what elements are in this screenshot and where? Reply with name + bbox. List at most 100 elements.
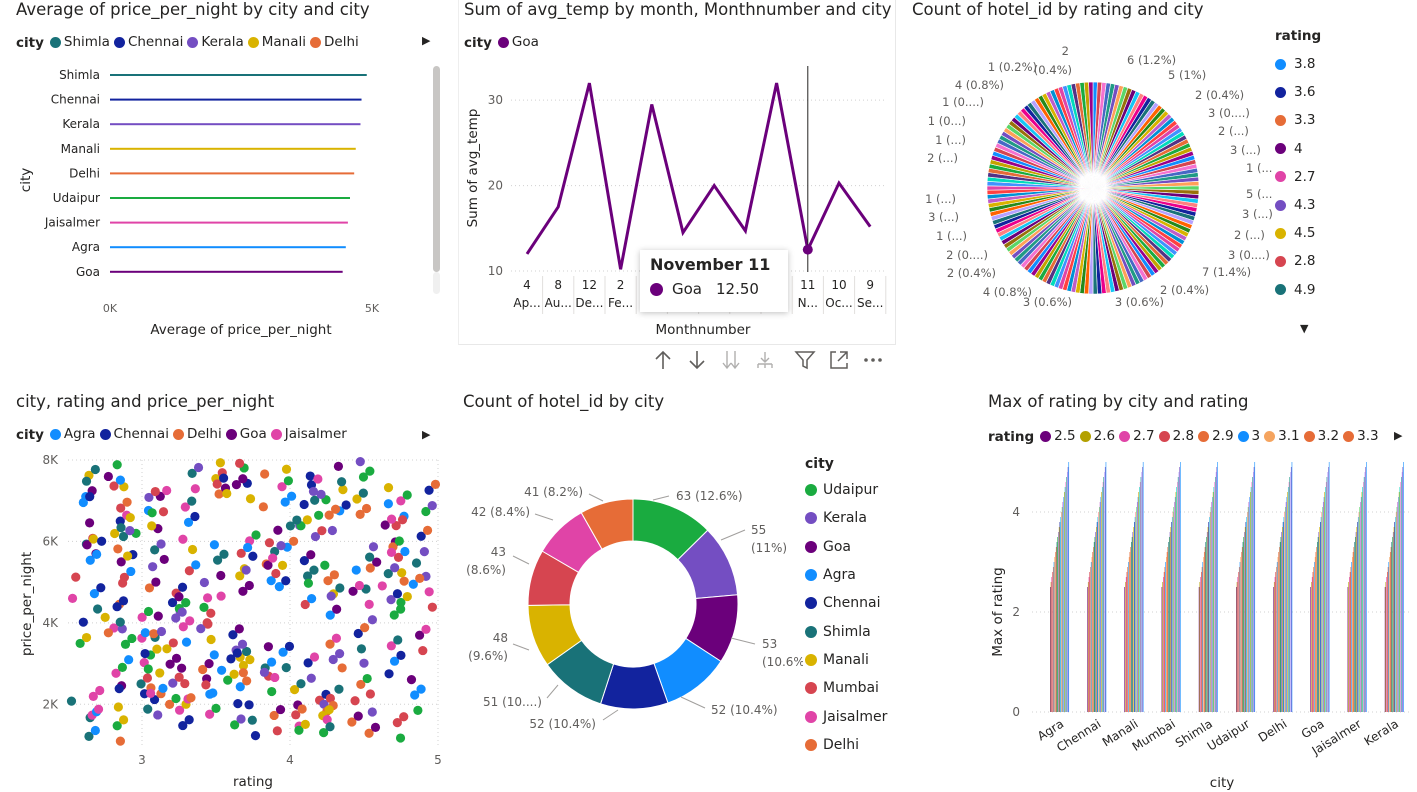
chart2-panel[interactable]: Sum of avg_temp by month, Monthnumber an… xyxy=(458,0,896,345)
chart6-bar xyxy=(1290,472,1291,712)
expand-hierarchy-icon[interactable] xyxy=(750,346,780,374)
chart4-point xyxy=(335,583,345,593)
chart4-point xyxy=(273,525,283,535)
chart5-legend-dot xyxy=(805,682,817,695)
chart2-legend-item[interactable]: Goa xyxy=(497,34,539,50)
chart4-point xyxy=(266,576,276,586)
chart6-bar xyxy=(1285,502,1287,712)
chart4-legend-item[interactable]: Delhi xyxy=(172,426,222,442)
chart5-legend-item[interactable]: Mumbai xyxy=(805,674,887,702)
chart4-point xyxy=(78,617,88,627)
chart1-category-label: Chennai xyxy=(51,93,100,107)
chart6-bar xyxy=(1131,542,1132,712)
chart6-legend-item[interactable]: 3.1 xyxy=(1264,428,1300,444)
drill-down-icon[interactable] xyxy=(682,346,712,374)
chart1-bar xyxy=(110,246,346,249)
chart4-legend-next-icon[interactable]: ▶ xyxy=(422,428,431,441)
chart3-legend-item[interactable]: 3.3 xyxy=(1275,106,1321,134)
chart4-point xyxy=(81,476,92,486)
chart5-legend-item[interactable]: Agra xyxy=(805,561,887,589)
chart4-point xyxy=(236,548,246,558)
chart4-point xyxy=(351,565,361,575)
chart6-bar xyxy=(1247,507,1249,712)
chart3-legend-item[interactable]: 4 xyxy=(1275,135,1321,163)
chart4-point xyxy=(347,717,357,727)
chart4-point xyxy=(281,663,291,673)
chart6-legend-item[interactable]: 2.6 xyxy=(1079,428,1115,444)
chart4-point xyxy=(93,704,104,714)
chart6-legend-item[interactable]: 2.5 xyxy=(1040,428,1076,444)
chart5-data-label: 63 (12.6%) xyxy=(676,489,743,503)
chart4-point xyxy=(148,562,158,572)
chart4-point xyxy=(241,646,252,657)
chart6-legend-item[interactable]: 2.7 xyxy=(1119,428,1155,444)
focus-mode-icon[interactable] xyxy=(824,346,854,374)
chart3-legend-item[interactable]: 4.5 xyxy=(1275,219,1321,247)
chart1-legend-item[interactable]: Kerala xyxy=(187,34,244,50)
chart5-legend-item[interactable]: Delhi xyxy=(805,731,887,759)
chart6-bar xyxy=(1201,572,1202,712)
chart4-legend-item[interactable]: Chennai xyxy=(99,426,169,442)
chart6-legend-item[interactable]: 2.8 xyxy=(1158,428,1194,444)
chart6-bar xyxy=(1201,567,1203,712)
chart4-panel[interactable]: city, rating and price_per_night city Ag… xyxy=(16,392,446,792)
chart4-point xyxy=(394,536,404,546)
chart6-legend-next-icon[interactable]: ▶ xyxy=(1394,429,1403,442)
chart4-point xyxy=(353,628,363,639)
chart6-bar xyxy=(1394,522,1395,712)
chart1-panel[interactable]: Average of price_per_night by city and c… xyxy=(16,0,446,345)
chart1-legend-item[interactable]: Shimla xyxy=(49,34,110,50)
chart5-legend-label: Jaisalmer xyxy=(823,708,888,725)
chart1-legend-item[interactable]: Delhi xyxy=(310,34,359,50)
chart6-bar xyxy=(1352,552,1354,712)
chart3-legend-item[interactable]: 3.8 xyxy=(1275,50,1321,78)
chart5-legend-item[interactable]: Chennai xyxy=(805,589,887,617)
chart5-legend-item[interactable]: Goa xyxy=(805,533,887,561)
chart1-legend-item[interactable]: Chennai xyxy=(113,34,183,50)
chart3-panel[interactable]: Count of hotel_id by rating and city 2 6 … xyxy=(912,0,1417,345)
chart1-legend-next-icon[interactable]: ▶ xyxy=(422,34,431,47)
chart1-legend-item[interactable]: Manali xyxy=(247,34,306,50)
chart6-bar xyxy=(1353,547,1355,712)
chart2-legend-label: Goa xyxy=(511,34,539,50)
chart3-legend-item[interactable]: 2.7 xyxy=(1275,163,1321,191)
chart4-point xyxy=(384,669,394,679)
chart4-point xyxy=(78,497,88,508)
chart4-point xyxy=(402,591,412,602)
chart4-legend-label: Delhi xyxy=(186,426,222,442)
chart5-legend-item[interactable]: Manali xyxy=(805,646,887,674)
filter-icon[interactable] xyxy=(790,346,820,374)
chart3-legend-item[interactable]: 4.3 xyxy=(1275,191,1321,219)
chart4-legend-item[interactable]: Agra xyxy=(49,426,96,442)
chart5-panel[interactable]: Count of hotel_id by city 63 (12.6%) 55 (1… xyxy=(463,392,893,792)
chart4-point xyxy=(408,579,418,589)
chart5-legend-item[interactable]: Udaipur xyxy=(805,476,887,504)
chart6-legend-item[interactable]: 3.3 xyxy=(1343,428,1379,444)
chart3-data-label: 2 (0.4%) xyxy=(1160,283,1209,297)
next-level-icon[interactable] xyxy=(716,346,746,374)
chart3-legend-item[interactable]: 3.6 xyxy=(1275,78,1321,106)
chart4-legend-item[interactable]: Jaisalmer xyxy=(270,426,347,442)
chart5-legend-item[interactable]: Shimla xyxy=(805,617,887,645)
chart6-bar xyxy=(1322,502,1324,712)
chart5-data-label: 52 (10.4%) xyxy=(529,717,596,731)
chart6-bar xyxy=(1391,542,1393,712)
more-options-icon[interactable] xyxy=(858,346,888,374)
chart5-legend-item[interactable]: Kerala xyxy=(805,504,887,532)
chart3-legend-item[interactable]: 4.9 xyxy=(1275,276,1321,304)
chart4-legend-item[interactable]: Goa xyxy=(225,426,267,442)
chart4-point xyxy=(126,566,136,577)
chart4-point xyxy=(258,502,268,512)
chart3-legend-down-icon[interactable]: ▼ xyxy=(1300,322,1309,335)
chart6-legend-item[interactable]: 3 xyxy=(1237,428,1260,444)
drill-up-icon[interactable] xyxy=(648,346,678,374)
chart6-legend-item[interactable]: 2.9 xyxy=(1198,428,1234,444)
chart3-title: Count of hotel_id by rating and city xyxy=(912,0,1204,19)
chart5-legend-item[interactable]: Jaisalmer xyxy=(805,702,887,730)
chart6-bar xyxy=(1349,577,1350,712)
chart5-legend-dot xyxy=(805,597,817,610)
chart6-legend-item[interactable]: 3.2 xyxy=(1303,428,1339,444)
chart4-point xyxy=(377,581,387,591)
chart3-legend-item[interactable]: 2.8 xyxy=(1275,247,1321,275)
chart6-panel[interactable]: Max of rating by city and rating rating … xyxy=(988,392,1417,792)
